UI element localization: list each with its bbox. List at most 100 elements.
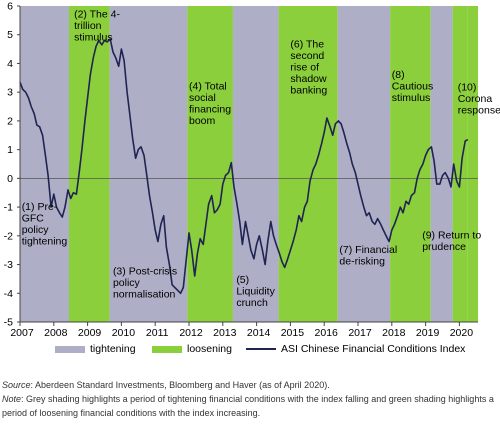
annotation-line: (8) — [392, 69, 405, 81]
annotation-line: (1) Pre- — [22, 201, 58, 213]
annotation-line: (7) Financial — [339, 244, 397, 256]
annotation-line: (5) — [236, 274, 249, 286]
y-tick-label: 4 — [7, 58, 13, 70]
annotation: (9) Return to prudence — [422, 230, 481, 254]
note-label: Note — [2, 394, 22, 404]
y-tick-label: 6 — [7, 1, 13, 13]
tightening-swatch — [55, 345, 85, 353]
annotation-line: response — [458, 105, 500, 117]
legend-item-tightening: tightening — [55, 343, 136, 355]
annotation-line: social — [189, 92, 216, 104]
annotation-line: (6) The — [290, 39, 324, 51]
x-tick-label: 2014 — [247, 327, 271, 339]
annotation-line: (10) — [458, 82, 477, 94]
annotation: (8) Cautious stimulus — [392, 69, 433, 104]
annotation: (7) Financial de-risking — [339, 244, 397, 268]
band-tightening — [232, 6, 279, 322]
y-tick-label: -2 — [4, 230, 13, 242]
y-tick-label: -3 — [4, 259, 13, 271]
annotation-line: Cautious — [392, 80, 433, 92]
annotation-line: prudence — [422, 241, 466, 253]
annotation-line: policy — [113, 277, 141, 289]
annotation-line: second — [290, 50, 324, 62]
annotation-line: (3) Post-crisis — [113, 266, 177, 278]
annotation: (4) Total social financing boom — [189, 80, 231, 127]
y-tick-label: 1 — [7, 144, 13, 156]
x-tick-label: 2017 — [348, 327, 372, 339]
annotation: (1) Pre-GFC policy tightening — [22, 201, 68, 248]
y-tick-label: 2 — [7, 115, 13, 127]
annotation: (3) Post-crisis policy normalisation — [113, 266, 177, 301]
y-tick-label: -5 — [4, 317, 13, 329]
annotation-line: crunch — [236, 297, 268, 309]
legend-label-tightening: tightening — [90, 343, 136, 355]
annotations: (1) Pre-GFC policy tightening(2) The 4-tri… — [22, 8, 500, 309]
shading-bands — [20, 6, 478, 322]
x-tick-label: 2020 — [450, 327, 474, 339]
band-loosening — [278, 6, 338, 322]
y-tick-label: 5 — [7, 29, 13, 41]
annotation-line: stimulus — [74, 31, 113, 43]
x-tick-label: 2015 — [281, 327, 305, 339]
annotation-line: de-risking — [339, 256, 385, 268]
note-text: : Grey shading highlights a period of ti… — [2, 394, 494, 418]
x-tick-label: 2013 — [213, 327, 237, 339]
source-note: Source: Aberdeen Standard Investments, B… — [2, 378, 498, 392]
annotation-line: (9) Return to — [422, 230, 481, 242]
annotation-line: Corona — [458, 93, 493, 105]
legend: tightening loosening ASI Chinese Financi… — [0, 343, 500, 363]
annotation-line: normalisation — [113, 289, 176, 301]
annotation-line: shadow — [290, 73, 327, 85]
annotation: (6) The second rise of shadow banking — [290, 39, 327, 97]
annotation-line: (2) The 4- — [74, 8, 120, 20]
band-loosening — [390, 6, 431, 322]
index-line-swatch — [246, 348, 276, 350]
band-loosening — [69, 6, 110, 322]
annotation-line: boom — [189, 115, 216, 127]
annotation-line: policy — [22, 224, 50, 236]
index-series — [19, 38, 469, 295]
annotation-line: stimulus — [392, 92, 431, 104]
y-tick-label: 3 — [7, 87, 13, 99]
legend-item-loosening: loosening — [152, 343, 232, 355]
x-tick-label: 2007 — [10, 327, 34, 339]
band-tightening — [109, 6, 188, 322]
x-tick-label: 2009 — [78, 327, 102, 339]
annotation-line: financing — [189, 103, 231, 115]
annotation: (5) Liquidity crunch — [236, 274, 275, 309]
band-tightening — [430, 6, 453, 322]
explanatory-note: Note: Grey shading highlights a period o… — [2, 392, 498, 420]
y-tick-label: -1 — [4, 202, 13, 214]
index-line — [19, 38, 469, 295]
x-tick-label: 2016 — [315, 327, 339, 339]
source-label: Source — [2, 380, 31, 390]
annotation-line: Liquidity — [236, 286, 275, 298]
source-text: : Aberdeen Standard Investments, Bloombe… — [30, 380, 330, 390]
annotation-line: tightening — [22, 235, 68, 247]
x-tick-label: 2010 — [112, 327, 136, 339]
annotation: (10) Corona response — [458, 82, 500, 117]
y-tick-label: -4 — [4, 288, 13, 300]
x-tick-label: 2008 — [44, 327, 68, 339]
legend-label-loosening: loosening — [187, 343, 232, 355]
x-tick-label: 2011 — [146, 327, 169, 339]
x-tick-label: 2012 — [179, 327, 203, 339]
annotation-line: rise of — [290, 62, 319, 74]
loosening-swatch — [152, 345, 182, 353]
band-loosening — [452, 6, 468, 322]
annotation-line: GFC — [22, 212, 45, 224]
band-loosening — [467, 6, 478, 322]
x-tick-label: 2019 — [416, 327, 440, 339]
annotation-line: (4) Total — [189, 80, 227, 92]
band-tightening — [20, 6, 70, 322]
x-tick-label: 2018 — [382, 327, 406, 339]
annotation-line: trillion — [74, 20, 102, 32]
annotation-line: banking — [290, 85, 327, 97]
legend-item-index: ASI Chinese Financial Conditions Index — [246, 343, 465, 355]
band-tightening — [337, 6, 391, 322]
legend-label-index: ASI Chinese Financial Conditions Index — [281, 343, 466, 355]
y-tick-label: 0 — [7, 173, 13, 185]
annotation: (2) The 4-trillion stimulus — [74, 8, 120, 43]
